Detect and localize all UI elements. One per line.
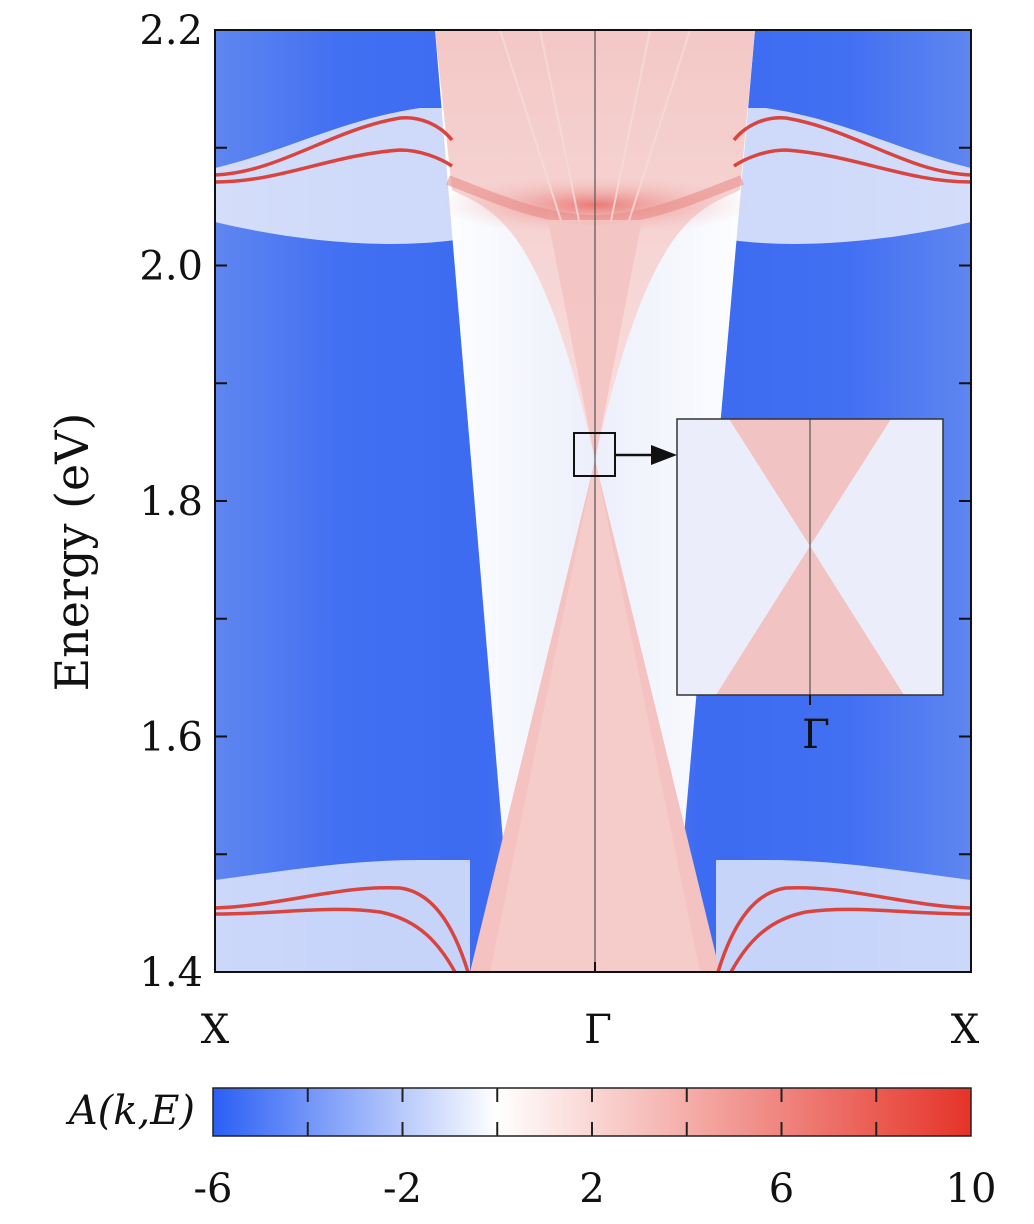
- x-tick-label-x-right: X: [951, 1007, 980, 1053]
- inset-gamma-label: Γ: [802, 712, 830, 758]
- zoom-arrow-head: [651, 445, 677, 465]
- y-tick-label: 1.4: [139, 950, 203, 996]
- colorbar: A(k,E) -6 -2 2 6 10: [65, 1087, 997, 1212]
- y-tick-label: 2.0: [139, 244, 203, 290]
- y-tick-label: 1.6: [139, 715, 203, 761]
- y-tick-label: 1.8: [139, 479, 203, 525]
- colorbar-ticks: -6 -2 2 6 10: [194, 1088, 997, 1212]
- x-tick-label-gamma: Γ: [584, 1007, 612, 1053]
- y-axis-title: Energy (eV): [45, 413, 99, 692]
- colorbar-tick-label: 10: [946, 1166, 997, 1212]
- colorbar-label: A(k,E): [65, 1088, 195, 1134]
- x-tick-label-x-left: X: [201, 1007, 230, 1053]
- colorbar-tick-label: 6: [769, 1166, 794, 1212]
- y-axis: 1.4 1.6 1.8 2.0 2.2: [139, 8, 971, 996]
- y-tick-label: 2.2: [139, 8, 203, 54]
- colorbar-tick-label: 2: [579, 1166, 604, 1212]
- colorbar-tick-label: -6: [194, 1166, 233, 1212]
- inset-plot: Γ: [676, 418, 944, 758]
- x-axis: X Γ X: [201, 962, 980, 1053]
- colorbar-tick-label: -2: [383, 1166, 422, 1212]
